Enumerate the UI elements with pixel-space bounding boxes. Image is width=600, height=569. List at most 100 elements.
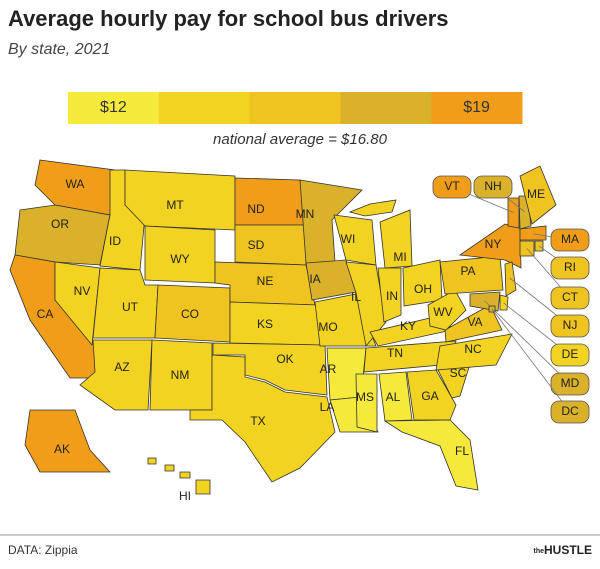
state-label: SC [450, 366, 467, 380]
state-shape [229, 301, 321, 346]
state-shape [406, 369, 457, 421]
state-shape [519, 165, 557, 225]
state-label: OK [276, 352, 293, 366]
state-label: ME [527, 187, 545, 201]
state-shape [54, 261, 101, 346]
us-map: WA OR CA NV ID MT WY UT CO AZ NM ND SD NE KS OK TX MN IA MO… [9, 159, 590, 503]
state-shape [355, 373, 378, 433]
state-label: CT [562, 290, 579, 304]
legend-swatch [68, 92, 160, 124]
state-label: ID [109, 234, 121, 248]
state-label: AL [386, 390, 401, 404]
state-shape [439, 255, 504, 295]
state-label: IN [386, 289, 398, 303]
state-label: LA [320, 400, 335, 414]
state-shape [507, 197, 520, 229]
legend-swatch [158, 92, 251, 124]
state-shape [377, 267, 402, 323]
state-label: HI [179, 489, 191, 503]
callout-box [550, 256, 590, 280]
state-label: GA [421, 389, 438, 403]
state-label: DE [562, 347, 579, 361]
state-label: UT [122, 300, 139, 314]
state-label: KS [257, 317, 273, 331]
state-shape [124, 169, 236, 231]
state-label: WV [433, 305, 452, 319]
state-label: MS [356, 390, 374, 404]
state-label: NE [257, 274, 274, 288]
state-label: TN [387, 346, 403, 360]
state-label: WI [341, 232, 356, 246]
state-label: ND [247, 202, 265, 216]
state-label: NJ [563, 318, 578, 332]
state-shape [519, 225, 547, 241]
callout-box [550, 314, 590, 338]
state-label: AR [320, 362, 337, 376]
national-average-note: national average = $16.80 [213, 131, 388, 148]
callout-box [432, 175, 472, 199]
state-label: TX [250, 414, 265, 428]
state-label: MT [166, 198, 184, 212]
legend-swatch [249, 92, 341, 124]
legend-high-label: $19 [463, 99, 490, 116]
state-shape [147, 457, 211, 495]
callout-box [550, 228, 590, 252]
state-label: OR [51, 217, 69, 231]
callout-box [473, 175, 513, 199]
legend-low-label: $12 [100, 99, 127, 116]
state-shape [299, 179, 363, 264]
state-shape [14, 204, 111, 266]
state-label: PA [460, 264, 475, 278]
state-label: CO [181, 307, 199, 321]
state-shape [435, 333, 513, 371]
state-label: WY [170, 252, 189, 266]
state-label: VT [444, 179, 460, 193]
state-label: SD [248, 238, 265, 252]
state-shape [444, 304, 503, 343]
brand: theHUSTLE [534, 543, 593, 557]
brand-name: HUSTLE [544, 543, 592, 557]
state-label: MA [561, 232, 579, 246]
state-label: NV [74, 284, 91, 298]
state-shape [383, 419, 479, 491]
callout-box [550, 372, 590, 396]
state-label: DC [561, 404, 579, 418]
callout-line [484, 300, 571, 385]
state-shape [189, 354, 336, 483]
state-shape [499, 294, 509, 311]
legend: $12 $19 [68, 92, 523, 124]
state-label: MD [561, 376, 580, 390]
state-shape [234, 177, 306, 226]
subtitle: By state, 2021 [8, 41, 110, 58]
legend-swatch [340, 92, 432, 124]
state-label: MO [318, 320, 337, 334]
state-label: NM [171, 368, 190, 382]
state-label: IA [309, 272, 320, 286]
state-label: IL [351, 290, 361, 304]
state-label: CA [37, 307, 54, 321]
legend-swatch [431, 92, 523, 124]
state-label: WA [66, 177, 85, 191]
state-label: NH [484, 179, 501, 193]
callout-box [550, 286, 590, 310]
state-shape [212, 342, 328, 396]
state-shape [378, 371, 413, 422]
state-label: FL [455, 444, 469, 458]
brand-small: the [534, 548, 545, 555]
state-label: KY [400, 319, 416, 333]
state-label: MN [296, 207, 315, 221]
state-label: OH [414, 282, 432, 296]
source: DATA: Zippia [8, 543, 78, 557]
state-label: VA [467, 315, 482, 329]
state-label: AK [54, 442, 70, 456]
state-shape [234, 224, 307, 266]
state-shape [24, 409, 111, 473]
state-label: RI [564, 260, 576, 274]
title: Average hourly pay for school bus driver… [8, 6, 449, 31]
callout-line [491, 308, 571, 413]
state-label: NY [485, 237, 502, 251]
state-label: MI [393, 250, 406, 264]
callout-box [550, 400, 590, 424]
state-label: NC [464, 342, 482, 356]
